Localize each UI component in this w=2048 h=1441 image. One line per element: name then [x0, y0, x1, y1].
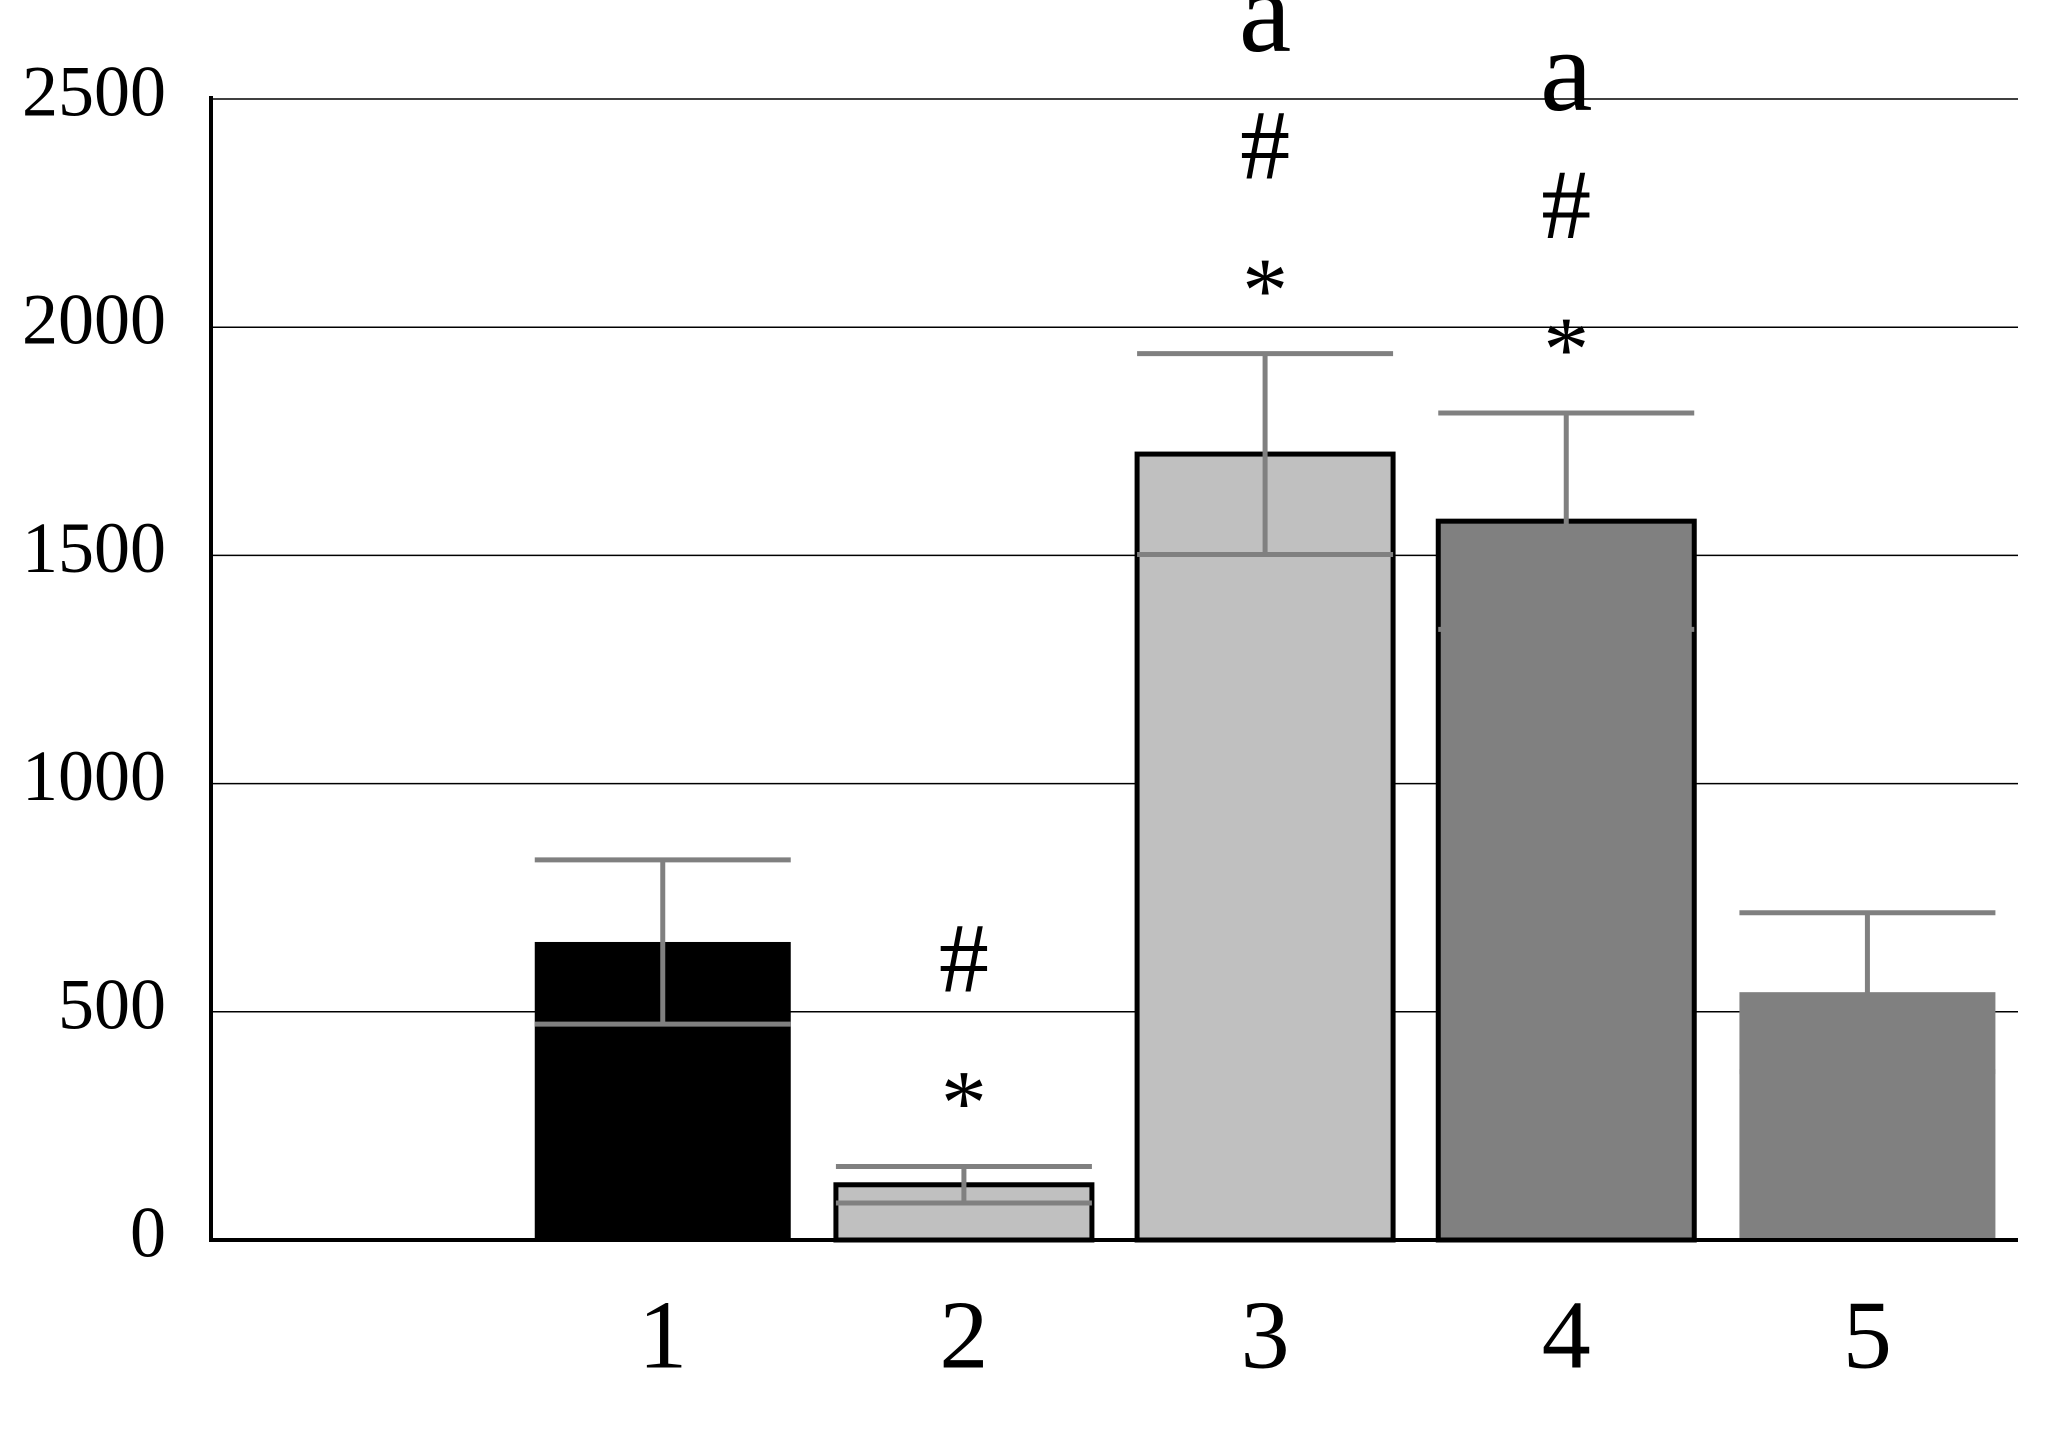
bar	[1435, 518, 1697, 1243]
annotation: *	[1242, 239, 1288, 341]
bar	[1134, 451, 1396, 1243]
y-tick-label: 1500	[22, 508, 166, 588]
annotation: #	[1541, 149, 1591, 260]
annotation: *	[1543, 298, 1589, 400]
x-tick-label: 4	[1542, 1281, 1591, 1389]
y-tick-label: 1000	[22, 736, 166, 816]
annotation: a	[1239, 0, 1291, 77]
y-tick-label: 0	[130, 1193, 166, 1273]
x-tick-label: 2	[939, 1281, 988, 1389]
y-tick-label: 2500	[22, 52, 166, 132]
annotation: a	[1540, 5, 1592, 136]
bar	[833, 1182, 1095, 1243]
x-tick-label: 5	[1843, 1281, 1892, 1389]
y-tick-label: 500	[58, 964, 166, 1044]
annotation: #	[1240, 90, 1290, 201]
annotation: #	[939, 902, 989, 1013]
x-tick-label: 3	[1241, 1281, 1290, 1389]
annotation: *	[941, 1052, 987, 1154]
x-tick-label: 1	[638, 1281, 687, 1389]
y-tick-label: 2000	[22, 280, 166, 360]
